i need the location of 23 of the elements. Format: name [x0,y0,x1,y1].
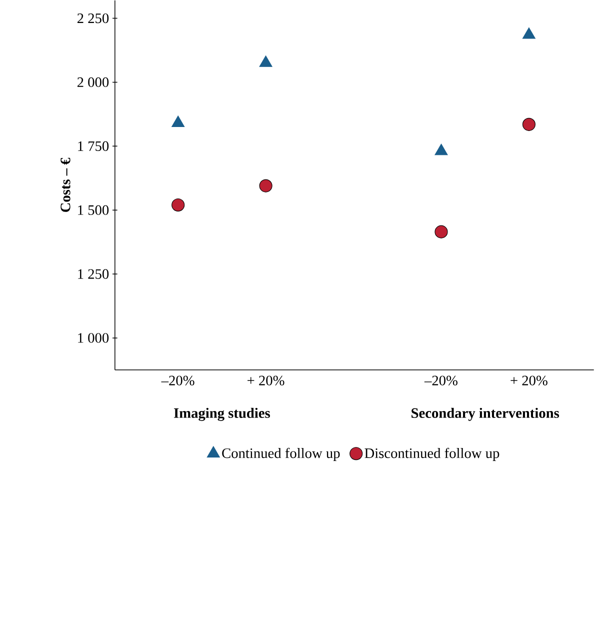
legend-label: Continued follow up [222,448,340,461]
point [259,179,272,192]
y-tick-label: 2 250 [77,13,108,24]
y-tick-label: 1 500 [78,205,108,215]
point [434,225,448,238]
point [434,144,448,156]
y-tick-label: 1 750 [78,141,108,151]
text: Secondary interventions [411,408,559,421]
y-tick-label: 1 250 [78,269,108,279]
point [171,116,184,128]
text: Imaging studies [174,408,270,421]
y-tick-label: 1 000 [78,333,108,343]
x-tick-label: –20% [161,376,194,386]
legend-label: Discontinued follow up [364,448,500,461]
x-tick-label: –20% [424,376,458,386]
point [522,27,536,39]
x-tick-label: + 20% [247,376,284,386]
point [259,56,272,67]
x-tick-label: + 20% [510,376,548,386]
y-tick-label: 2 000 [77,77,108,88]
y-axis-title: Costs – € [60,158,70,212]
point [171,198,184,212]
point [522,118,536,131]
